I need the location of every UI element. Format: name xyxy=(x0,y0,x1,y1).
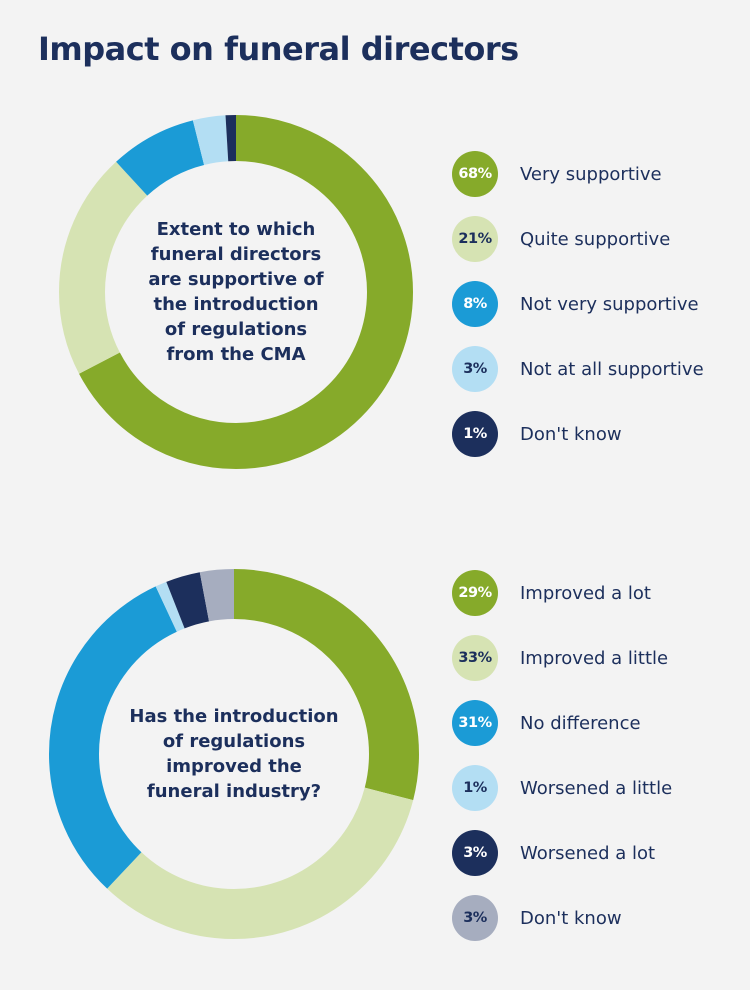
value-badge: 33% xyxy=(452,635,498,681)
legend-item-improved-a-lot: 29% Improved a lot xyxy=(452,570,742,616)
value-badge: 1% xyxy=(452,765,498,811)
legend-item-quite-supportive: 21% Quite supportive xyxy=(452,216,742,262)
donut-center-label-improvement: Has the introduction of regulations impr… xyxy=(129,706,339,802)
donut-slice-don-t-know xyxy=(49,569,419,939)
legend-item-improved-a-little: 33% Improved a little xyxy=(452,635,742,681)
legend-item-no-difference: 31% No difference xyxy=(452,700,742,746)
legend-label: No difference xyxy=(520,712,641,734)
legend-item-worsened-a-lot: 3% Worsened a lot xyxy=(452,830,742,876)
donut-slice-quite-supportive xyxy=(59,115,413,469)
legend-label: Improved a little xyxy=(520,647,669,669)
legend-label: Don't know xyxy=(520,423,622,445)
legend-item-not-very-supportive: 8% Not very supportive xyxy=(452,281,742,327)
value-badge: 1% xyxy=(452,411,498,457)
value-badge: 3% xyxy=(452,895,498,941)
donut-slice-improved-a-little xyxy=(49,569,419,939)
value-badge: 68% xyxy=(452,151,498,197)
legend-item-not-at-all-supportive: 3% Not at all supportive xyxy=(452,346,742,392)
legend-label: Not very supportive xyxy=(520,293,699,315)
legend-label: Worsened a little xyxy=(520,777,673,799)
legend-label: Not at all supportive xyxy=(520,358,704,380)
page-title: Impact on funeral directors xyxy=(38,30,519,68)
value-badge: 3% xyxy=(452,346,498,392)
legend-label: Don't know xyxy=(520,907,622,929)
legend-item-worsened-a-little: 1% Worsened a little xyxy=(452,765,742,811)
donut-svg-support xyxy=(59,115,413,469)
value-badge: 31% xyxy=(452,700,498,746)
legend-item-don-t-know: 3% Don't know xyxy=(452,895,742,941)
value-badge: 29% xyxy=(452,570,498,616)
value-badge: 3% xyxy=(452,830,498,876)
legend-item-very-supportive: 68% Very supportive xyxy=(452,151,742,197)
donut-svg-improvement xyxy=(49,569,419,939)
donut-chart-improvement: Has the introduction of regulations impr… xyxy=(40,562,428,947)
donut-slice-no-difference xyxy=(49,569,419,939)
donut-center-label-support: Extent to which funeral directors are su… xyxy=(148,219,324,365)
legend-label: Very supportive xyxy=(520,163,662,185)
legend-label: Worsened a lot xyxy=(520,842,656,864)
value-badge: 21% xyxy=(452,216,498,262)
legend-label: Quite supportive xyxy=(520,228,671,250)
legend-label: Improved a lot xyxy=(520,582,651,604)
legend-item-don-t-know: 1% Don't know xyxy=(452,411,742,457)
value-badge: 8% xyxy=(452,281,498,327)
donut-slice-don-t-know xyxy=(59,115,413,469)
donut-chart-support: Extent to which funeral directors are su… xyxy=(40,110,432,474)
